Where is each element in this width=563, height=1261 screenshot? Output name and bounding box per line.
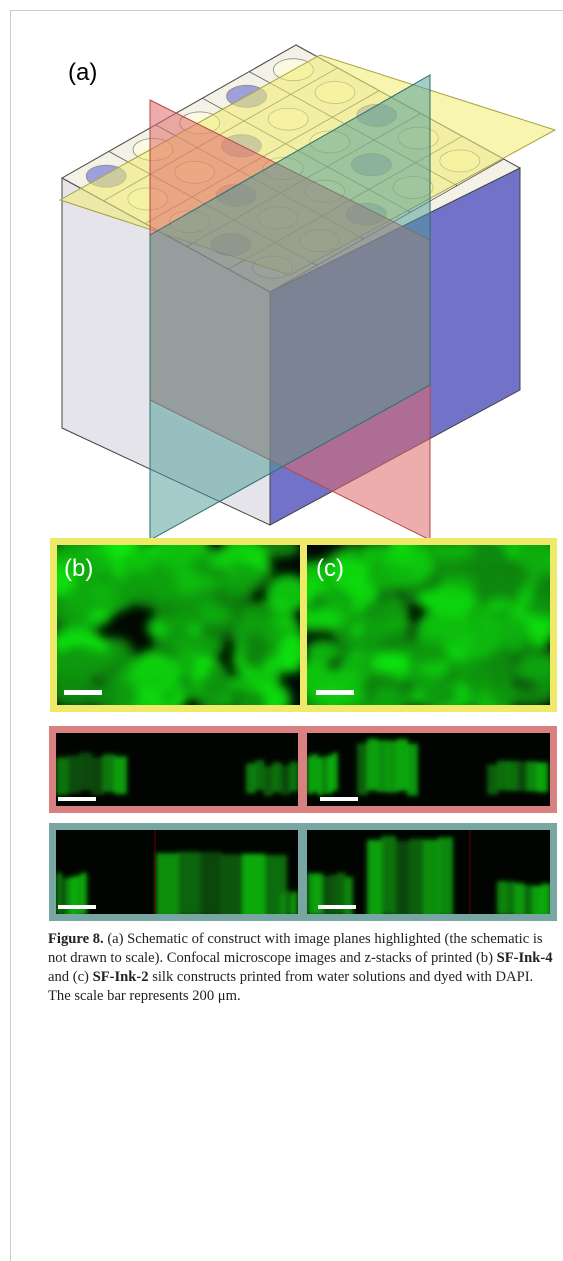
cell-blob	[372, 653, 409, 672]
stack-band	[272, 762, 282, 792]
panel-label: (a)	[68, 59, 97, 86]
stack-band	[497, 881, 507, 915]
stack-band	[367, 840, 382, 919]
stack-band	[322, 876, 331, 918]
cell-blob	[209, 550, 235, 570]
stack-band	[397, 739, 408, 791]
stack-band	[515, 883, 525, 917]
cell-blob	[427, 586, 475, 618]
cell-blob	[359, 601, 384, 645]
cell-blob	[410, 641, 446, 664]
stack-band	[103, 754, 116, 792]
scale-bar	[58, 797, 96, 801]
caption-text: (a) Schematic of construct with image pl…	[48, 931, 543, 966]
stack-band	[246, 763, 256, 793]
stack-band	[263, 766, 273, 796]
stack-band	[487, 765, 498, 795]
cell-blob	[126, 553, 152, 571]
stack-band	[345, 877, 354, 919]
stack-band	[56, 757, 69, 795]
scale-bar	[318, 905, 356, 909]
stack-band	[395, 841, 410, 920]
stack-band	[410, 839, 425, 918]
stack-band	[381, 836, 396, 915]
stack-band	[330, 875, 339, 917]
cell-blob	[133, 654, 182, 692]
cell-blob	[379, 633, 411, 654]
stack-band	[178, 852, 201, 916]
stack-band	[537, 762, 548, 792]
caption-bold: SF-Ink-4	[497, 950, 553, 966]
stack-band	[497, 761, 508, 791]
stack-band	[367, 739, 378, 791]
stack-band	[424, 840, 439, 919]
figure: (a) (b) (c)	[0, 0, 563, 925]
stack-band	[507, 761, 518, 791]
stack-band	[315, 873, 324, 915]
caption-bold: Figure 8.	[48, 931, 104, 947]
cell-blob	[204, 661, 229, 708]
scale-bar	[316, 690, 354, 695]
panel-label: (b)	[64, 555, 93, 582]
stack-band	[527, 761, 538, 791]
cell-blob	[230, 689, 267, 719]
stack-band	[377, 740, 388, 792]
stack-band	[541, 884, 551, 918]
stack-band	[79, 753, 92, 791]
stack-band	[506, 881, 516, 915]
scale-bar	[320, 797, 358, 801]
stack-band	[114, 756, 127, 794]
panel-label: (c)	[316, 555, 344, 582]
stack-band	[68, 756, 81, 794]
cell-blob	[486, 649, 513, 690]
cell-blob	[54, 644, 107, 680]
stack-band	[387, 741, 398, 793]
stack-band	[91, 757, 104, 795]
cell-blob	[242, 634, 269, 670]
cell-blob	[171, 637, 224, 658]
stack-band	[357, 743, 368, 795]
cell-blob	[366, 564, 414, 591]
caption-bold: SF-Ink-2	[93, 969, 149, 985]
stack-band	[407, 744, 418, 796]
stack-band	[307, 873, 316, 915]
scale-bar	[58, 905, 96, 909]
stack-band	[243, 854, 266, 918]
caption-text: and (c)	[48, 969, 93, 985]
stack-band	[199, 852, 222, 916]
scale-bar	[64, 690, 102, 695]
schematic: (a)	[60, 45, 555, 540]
stack-band	[221, 854, 244, 918]
stack-band	[332, 753, 338, 791]
stack-band	[289, 762, 299, 792]
stack-band	[281, 765, 291, 795]
stack-band	[156, 853, 179, 917]
stack-band	[438, 837, 453, 916]
figure-caption: Figure 8. (a) Schematic of construct wit…	[48, 930, 553, 1006]
cell-blob	[504, 686, 553, 707]
page: (a) (b) (c) Figure 8. (a) Schematic of c…	[0, 0, 563, 1252]
cell-blob	[518, 527, 549, 564]
stack-band	[255, 760, 265, 790]
cell-blob	[473, 569, 521, 603]
stack-band	[517, 761, 528, 791]
